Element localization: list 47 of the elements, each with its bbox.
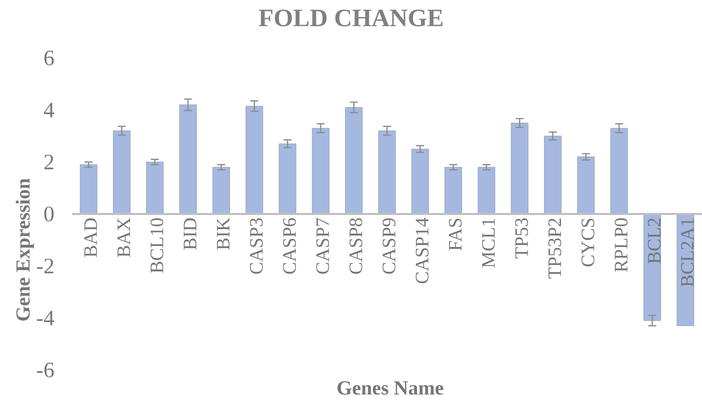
bar [378, 130, 396, 214]
bar [610, 128, 628, 214]
bar [444, 166, 462, 214]
x-tick-label: TP53P2 [548, 218, 562, 278]
x-tick-label: CASP6 [283, 218, 296, 274]
x-tick-label: BCL10 [150, 218, 164, 273]
bar [212, 166, 230, 214]
bar [179, 104, 197, 214]
x-tick-label: BID [184, 218, 196, 250]
y-axis-title: Gene Expression [16, 178, 34, 321]
bar [510, 122, 528, 214]
x-tick-label: RPLP0 [614, 218, 628, 272]
y-tick-label: -4 [36, 310, 54, 326]
bar [644, 214, 661, 321]
bar [544, 136, 562, 214]
bar [146, 162, 164, 214]
x-tick-label: CYCS [582, 218, 594, 266]
x-tick-label: BAX [117, 218, 130, 258]
bar [577, 156, 595, 214]
y-tick-label: 6 [44, 50, 54, 66]
x-axis-title: Genes Name [338, 381, 444, 395]
x-tick-label: TP53 [515, 218, 528, 258]
x-tick-label: FAS [448, 218, 462, 250]
x-tick-label: CASP7 [316, 218, 330, 274]
x-tick-label: CASP3 [250, 218, 263, 274]
y-tick-label: 4 [44, 102, 54, 118]
y-tick-label: -6 [36, 362, 54, 378]
x-tick-label: CASP9 [382, 218, 396, 274]
x-tick-label: CASP8 [349, 218, 362, 274]
bar [345, 107, 363, 214]
x-tick-label: CASP14 [416, 218, 429, 284]
bar [278, 144, 296, 214]
bar [113, 130, 130, 214]
bar [478, 166, 496, 214]
x-tick-label: BAD [84, 218, 97, 258]
x-tick-label: BCL2 [648, 218, 661, 264]
chart-title: FOLD CHANGE [258, 10, 443, 26]
bar [312, 128, 330, 214]
bar [246, 106, 264, 214]
y-tick-label: -2 [36, 258, 54, 274]
x-tick-label: MCL1 [482, 218, 495, 268]
x-tick-label: BIK [216, 218, 230, 250]
y-tick-label: 2 [44, 154, 54, 170]
y-tick-label: 0 [44, 206, 54, 222]
x-tick-label: BCL2A1 [681, 218, 694, 287]
bar [411, 148, 429, 214]
bar [80, 164, 98, 214]
